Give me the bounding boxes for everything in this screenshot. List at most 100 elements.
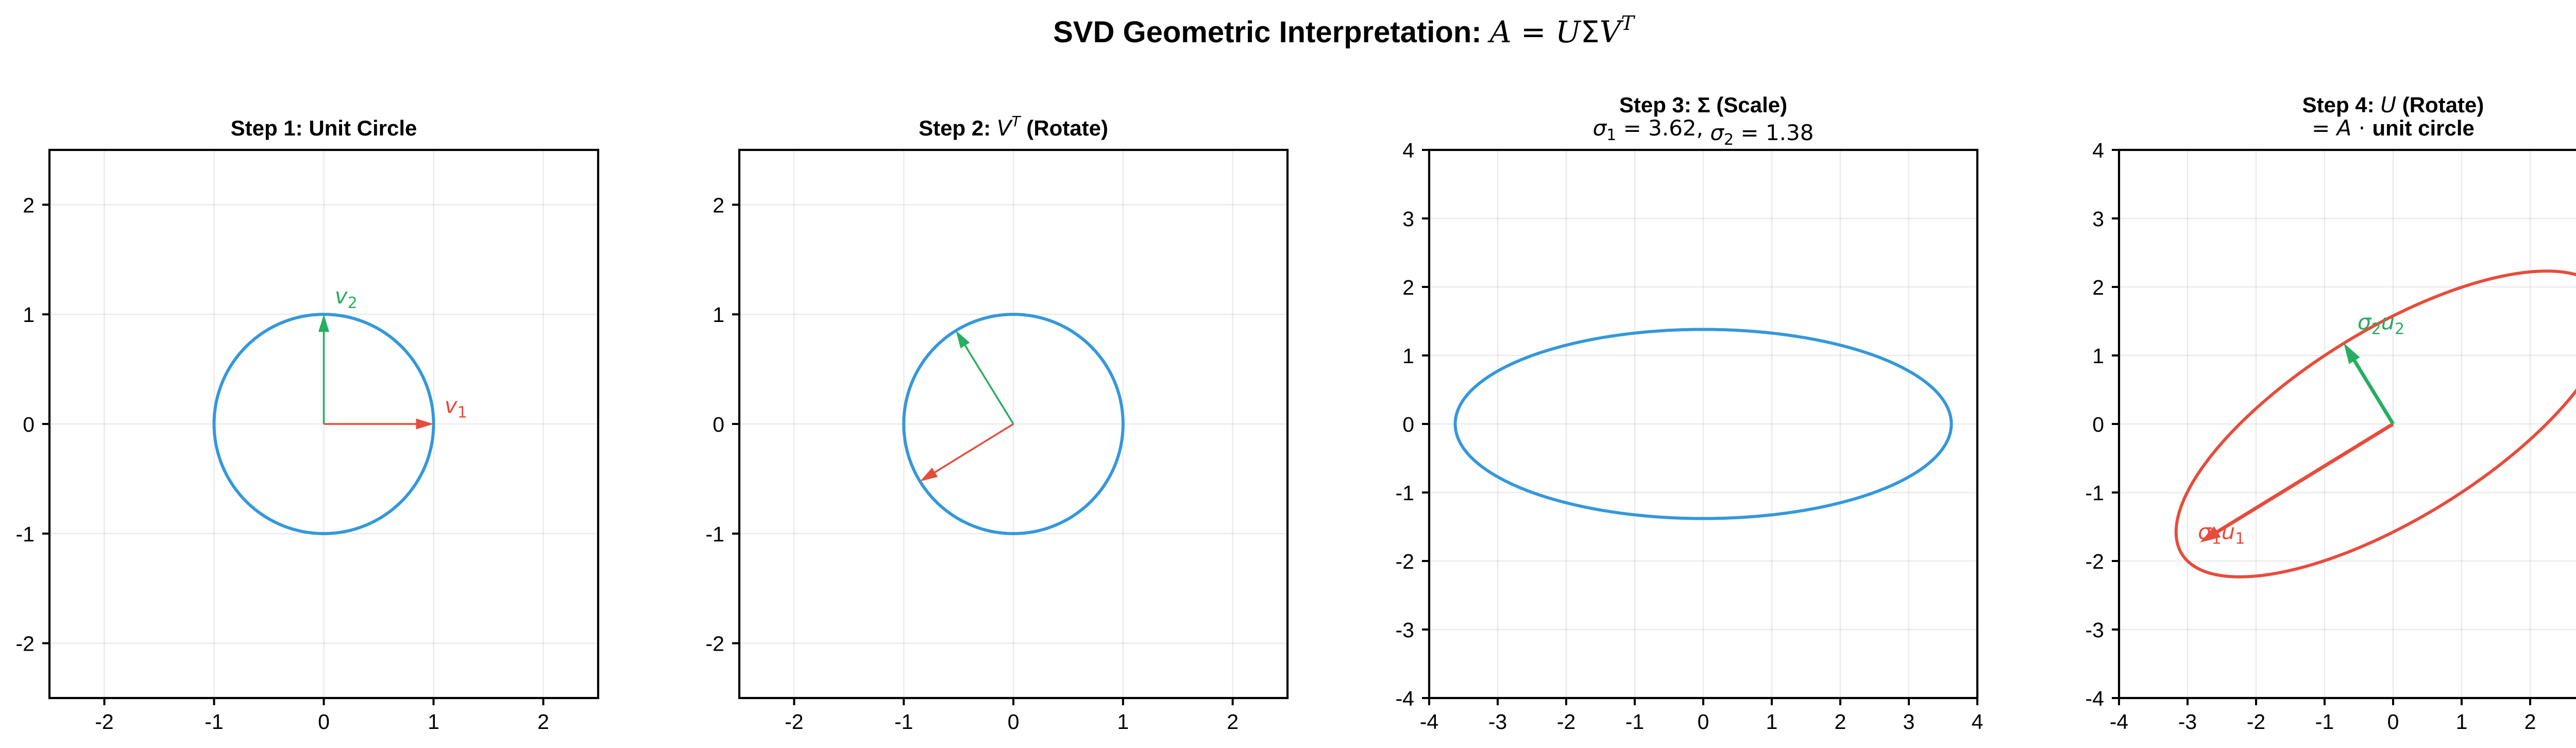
x-tick-label: -1 (894, 710, 913, 734)
y-tick-label: -2 (16, 632, 35, 656)
x-tick-label: 0 (318, 710, 330, 734)
y-tick-label: -2 (1396, 550, 1414, 573)
y-tick-label: -1 (706, 522, 724, 546)
axis-ticks: -2 -1 0 1 2 -2 -1 0 1 2 (16, 193, 549, 734)
arrowhead-icon (920, 467, 938, 482)
vt-v1-arrow (920, 423, 1014, 482)
y-tick-label: 0 (713, 413, 724, 436)
x-tick-label: -1 (2315, 710, 2334, 734)
title-math-A: A (1487, 14, 1512, 49)
y-tick-label: 3 (2092, 207, 2104, 231)
y-tick-label: 2 (713, 193, 724, 217)
v1-arrow (324, 418, 434, 430)
x-tick-label: -2 (1557, 710, 1575, 734)
x-tick-label: 0 (1008, 710, 1020, 734)
ellipse-curve (2174, 269, 2576, 579)
plot-area (1453, 328, 1953, 520)
title-math-sigma: Σ (1581, 14, 1600, 49)
title-math-U: U (1555, 14, 1582, 49)
arrowhead-icon (956, 330, 970, 349)
y-tick-label: -3 (1396, 618, 1414, 642)
subplot-title-line-1: Step 3: Σ (Scale) (1619, 93, 1787, 117)
y-tick-label: 4 (1402, 139, 1414, 162)
axis-ticks: -2 -1 0 1 2 -2 -1 0 1 2 (706, 193, 1239, 734)
x-tick-label: -1 (205, 710, 223, 734)
subplot-title-line-1: Step 1: Unit Circle (231, 116, 417, 140)
v2-label: v2 (335, 283, 358, 312)
axis-ticks: -4 -3 -2 -1 0 1 2 3 4 -4 -3 -2 -1 0 1 2 3 4 (1396, 139, 1984, 734)
y-tick-label: -1 (1396, 481, 1414, 505)
title-math-eq: = (1512, 14, 1555, 49)
x-tick-label: 2 (1835, 710, 1846, 734)
x-tick-label: -1 (1625, 710, 1644, 734)
sigma1-u1-arrow (2199, 422, 2394, 543)
y-tick-label: 4 (2092, 139, 2104, 162)
subplot-title-line-1: Step 4: U (Rotate) (2302, 92, 2484, 117)
subplot-step1: v1 v2 -2 -1 0 1 2 -2 -1 0 1 2 Step 1: Unit Circle (16, 116, 600, 734)
x-tick-label: 0 (1698, 710, 1709, 734)
x-tick-label: 2 (2524, 710, 2536, 734)
y-tick-label: -2 (706, 632, 724, 656)
unit-circle (212, 313, 435, 535)
plot-area (902, 313, 1125, 535)
y-tick-label: 2 (2092, 276, 2104, 299)
x-tick-label: 2 (537, 710, 549, 734)
plot-area: v1 v2 (212, 283, 467, 535)
arrowhead-icon (416, 418, 434, 430)
y-tick-label: 0 (1402, 413, 1414, 436)
x-tick-label: 1 (428, 710, 439, 734)
arrowhead-icon (2344, 343, 2360, 364)
subplot-title-line-2: = A · unit circle (2312, 115, 2475, 141)
subplot-title-line-1: Step 2: VT (Rotate) (919, 113, 1108, 141)
x-tick-label: 4 (1972, 710, 1984, 734)
y-tick-label: -3 (2086, 618, 2104, 642)
x-tick-label: -2 (95, 710, 113, 734)
y-tick-label: 1 (1402, 344, 1414, 368)
y-tick-label: -1 (2086, 481, 2104, 505)
sigma2-u2-label: σ2u2 (2358, 309, 2404, 338)
arrowhead-icon (318, 314, 330, 332)
y-tick-label: 2 (23, 193, 35, 217)
arrowhead-icon (2199, 526, 2221, 543)
y-tick-label: -4 (2086, 687, 2104, 710)
unit-circle (902, 313, 1125, 535)
v1-label: v1 (445, 393, 467, 422)
sigma1-u1-label: σ1u1 (2198, 519, 2245, 548)
x-tick-label: 2 (1227, 710, 1239, 734)
sigma2-u2-arrow (2344, 343, 2395, 425)
figure-title: SVD Geometric Interpretation: A = UΣVT (1053, 12, 1635, 49)
x-tick-label: -3 (1488, 710, 1507, 734)
v2-arrow (318, 314, 330, 424)
subplot-title-line-2: σ1 = 3.62, σ2 = 1.38 (1593, 115, 1814, 149)
title-math-V: V (1600, 14, 1624, 49)
ellipse-curve (1453, 328, 1953, 520)
subplot-step2: -2 -1 0 1 2 -2 -1 0 1 2 Step 2: VT (Rotate) (706, 113, 1289, 734)
plot-area: σ1u1 σ2u2 (2174, 269, 2576, 579)
x-tick-label: -3 (2178, 710, 2197, 734)
x-tick-label: 0 (2387, 710, 2399, 734)
x-tick-label: -2 (785, 710, 803, 734)
x-tick-label: -2 (2247, 710, 2265, 734)
title-math-T: T (1621, 12, 1636, 35)
subplot-step3: -4 -3 -2 -1 0 1 2 3 4 -4 -3 -2 -1 0 1 2 3 4 Step 3: Σ (Sca… (1396, 93, 1984, 734)
x-tick-label: 1 (1117, 710, 1129, 734)
y-tick-label: -4 (1396, 687, 1414, 710)
y-tick-label: 2 (1402, 276, 1414, 299)
x-tick-label: -4 (2110, 710, 2128, 734)
vt-v2-arrow (956, 330, 1014, 424)
x-tick-label: 3 (1903, 710, 1915, 734)
y-tick-label: -2 (2086, 550, 2104, 573)
y-tick-label: 0 (2092, 413, 2104, 436)
x-tick-label: 1 (2456, 710, 2468, 734)
y-tick-label: 1 (23, 303, 35, 327)
x-tick-label: -4 (1420, 710, 1438, 734)
y-tick-label: 3 (1402, 207, 1414, 231)
x-tick-label: 1 (1766, 710, 1778, 734)
y-tick-label: 0 (23, 413, 35, 436)
y-tick-label: 1 (713, 303, 724, 327)
figure-title-text: SVD Geometric Interpretation: (1053, 15, 1490, 49)
